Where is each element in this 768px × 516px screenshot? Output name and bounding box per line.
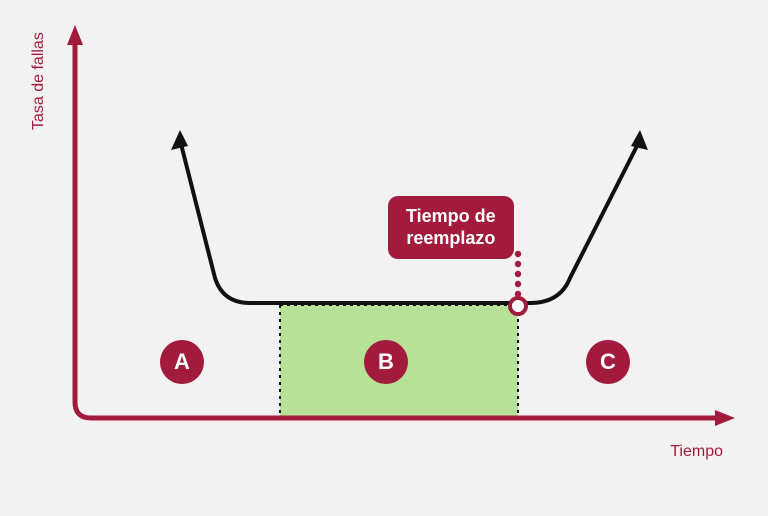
replacement-time-marker xyxy=(508,296,528,316)
bathtub-curve-figure: Tasa de fallas Tiempo A B C Tiempo de re… xyxy=(0,0,768,516)
region-badge-a: A xyxy=(160,340,204,384)
replacement-time-callout: Tiempo de reemplazo xyxy=(388,196,514,259)
region-badge-label: A xyxy=(174,349,190,375)
x-axis-label: Tiempo xyxy=(670,443,723,461)
curve-right-arrow-icon xyxy=(631,130,648,150)
y-axis-label: Tasa de fallas xyxy=(30,32,48,130)
y-axis-arrow-icon xyxy=(67,25,83,45)
chart-svg xyxy=(0,0,768,516)
curve-left-arrow-icon xyxy=(171,130,188,150)
x-axis-arrow-icon xyxy=(715,410,735,426)
region-badge-label: C xyxy=(600,349,616,375)
region-badge-label: B xyxy=(378,349,394,375)
region-badge-c: C xyxy=(586,340,630,384)
region-badge-b: B xyxy=(364,340,408,384)
callout-leader xyxy=(515,251,521,297)
